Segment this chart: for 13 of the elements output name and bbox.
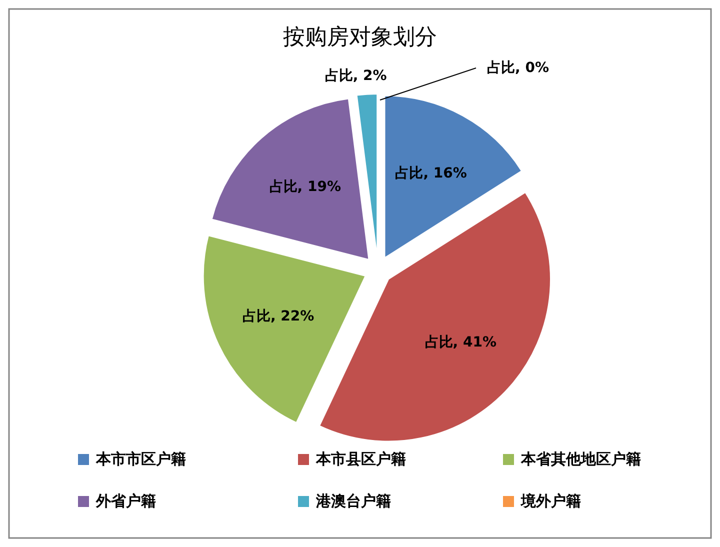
data-label: 占比, 19%	[269, 179, 341, 196]
data-label: 占比, 16%	[395, 165, 467, 182]
legend-label: 外省户籍	[95, 492, 156, 510]
legend-label: 境外户籍	[520, 492, 581, 510]
legend-label: 本市市区户籍	[95, 450, 186, 468]
legend-label: 本省其他地区户籍	[520, 450, 641, 468]
data-label: 占比, 41%	[424, 334, 496, 351]
text: 占比, 0%	[487, 60, 549, 76]
legend-label: 本市县区户籍	[315, 450, 406, 468]
legend-label: 港澳台户籍	[315, 492, 391, 510]
data-label: 占比, 2%	[324, 68, 387, 84]
chart-title: 按购房对象划分	[283, 25, 437, 50]
data-label: 占比, 22%	[242, 308, 314, 325]
